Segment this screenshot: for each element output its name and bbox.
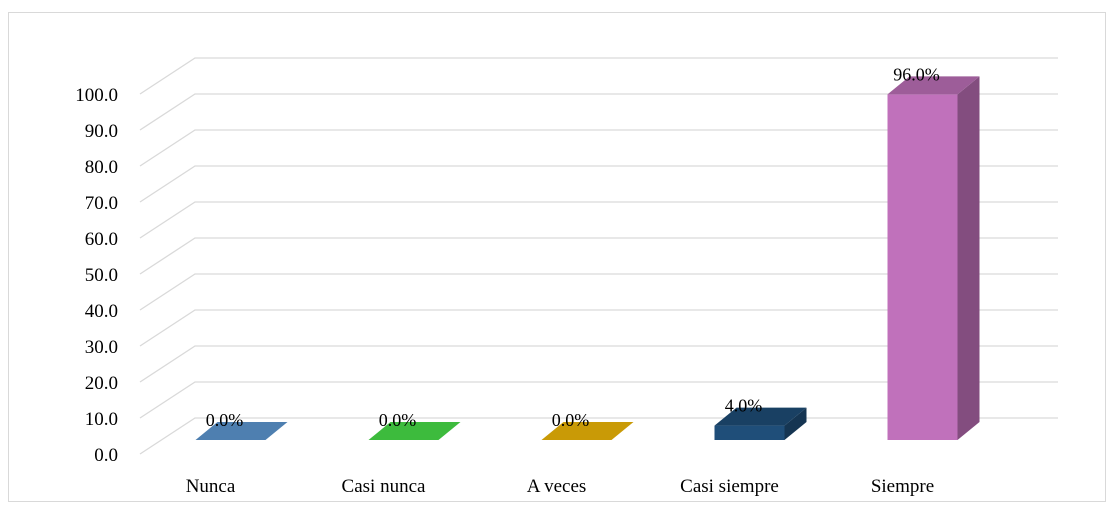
y-tick-label: 10.0: [85, 409, 118, 430]
y-tick-label: 60.0: [85, 229, 118, 250]
bar: [541, 422, 634, 440]
y-tick-label: 90.0: [85, 121, 118, 142]
data-label: 0.0%: [552, 410, 590, 430]
category-label: A veces: [527, 476, 587, 497]
bar: [368, 422, 461, 440]
data-label: 0.0%: [206, 410, 244, 430]
y-axis-ticks: 0.0 10.0 20.0 30.0 40.0 50.0 60.0 70.0 80.0 90.0 1…: [75, 85, 118, 466]
category-label: Casi siempre: [680, 476, 779, 497]
category-labels: Nunca Casi nunca A veces Casi siempre Siempr…: [186, 476, 934, 497]
y-tick-label: 20.0: [85, 373, 118, 394]
bar-top: [368, 422, 461, 440]
gridline: [139, 345, 1058, 383]
category-label: Siempre: [871, 476, 934, 497]
y-tick-label: 80.0: [85, 157, 118, 178]
bar-top: [195, 422, 288, 440]
gridline: [139, 273, 1058, 311]
category-label: Nunca: [186, 476, 236, 497]
bar-front: [887, 94, 958, 441]
bar: [887, 76, 980, 441]
bar-front: [714, 425, 785, 440]
data-label: 4.0%: [725, 396, 763, 416]
gridline: [139, 93, 1058, 131]
bar: [195, 422, 288, 440]
data-label: 0.0%: [379, 410, 417, 430]
bar-top: [714, 407, 807, 426]
y-tick-label: 40.0: [85, 301, 118, 322]
gridline: [139, 165, 1058, 203]
data-labels: 0.0% 0.0% 0.0% 4.0% 96.0%: [206, 64, 940, 430]
bars: [195, 76, 980, 441]
data-label: 96.0%: [893, 64, 940, 84]
y-tick-label: 70.0: [85, 193, 118, 214]
chart-frame: [8, 12, 1106, 502]
y-tick-label: 50.0: [85, 265, 118, 286]
gridline: [139, 201, 1058, 239]
gridline: [139, 309, 1058, 347]
y-tick-label: 0.0: [94, 445, 118, 466]
gridline: [139, 57, 1058, 95]
gridline: [139, 237, 1058, 275]
bar: [714, 407, 807, 440]
bar-top: [887, 76, 980, 95]
bar-side: [784, 407, 807, 440]
category-label: Casi nunca: [342, 476, 426, 497]
bar-side: [957, 76, 980, 441]
gridline: [139, 381, 1058, 419]
y-tick-label: 100.0: [75, 85, 118, 106]
bar-top: [541, 422, 634, 440]
gridline: [139, 129, 1058, 167]
y-tick-label: 30.0: [85, 337, 118, 358]
